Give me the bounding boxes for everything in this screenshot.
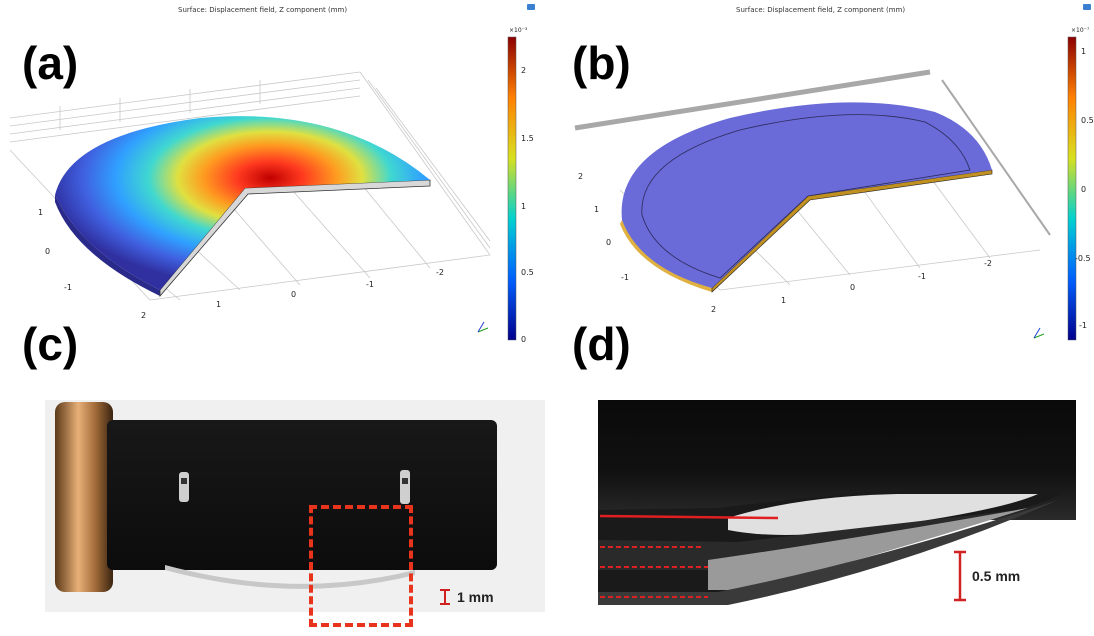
panel-a-label: (a) xyxy=(22,37,79,89)
panel-b-plot xyxy=(574,36,1077,341)
panel-b-x-tick: 2 xyxy=(711,305,717,314)
panel-d-reference-lines xyxy=(599,514,779,598)
panel-b-cb-tick: 0 xyxy=(1081,185,1087,194)
settings-icon xyxy=(527,4,535,10)
panel-b-rod xyxy=(941,79,1051,236)
panel-c-scale-bar xyxy=(440,589,450,605)
panel-b-axis-triad xyxy=(1033,327,1045,339)
panel-a-x-tick: -1 xyxy=(366,280,374,289)
panel-c-photo xyxy=(45,400,545,612)
panel-c-highlight-box xyxy=(309,505,413,627)
panel-a-x-tick: 2 xyxy=(141,311,147,320)
panel-a-cb-tick: 2 xyxy=(521,66,527,75)
panel-a-title: Surface: Displacement field, Z component… xyxy=(178,6,348,14)
panel-a-y-tick: -1 xyxy=(64,283,72,292)
panel-b-y-tick: 1 xyxy=(594,205,600,214)
panel-a-cb-tick: 0.5 xyxy=(521,268,534,277)
panel-b-title: Surface: Displacement field, Z component… xyxy=(736,6,906,14)
panel-b-colorbar-exponent: ×10⁻⁷ xyxy=(1071,27,1090,34)
panel-b-rod xyxy=(574,69,931,131)
panel-b-label: (b) xyxy=(572,37,631,89)
panel-a-colorbar xyxy=(507,36,517,341)
panel-a-x-tick: 0 xyxy=(291,290,297,299)
panel-a-plot xyxy=(9,36,517,341)
panel-a-y-tick: 1 xyxy=(38,208,44,217)
panel-b-cb-tick: 0.5 xyxy=(1081,116,1094,125)
panel-c-label: (c) xyxy=(22,318,79,370)
panel-b-x-tick: -2 xyxy=(984,259,992,268)
panel-b-x-tick: 1 xyxy=(781,296,787,305)
settings-icon xyxy=(1083,4,1091,10)
panel-d-scale-label: 0.5 mm xyxy=(972,568,1021,584)
panel-a-y-tick: 0 xyxy=(45,247,51,256)
panel-b-cb-tick: -0.5 xyxy=(1075,254,1091,263)
panel-b-y-tick: 0 xyxy=(606,238,612,247)
panel-a-colorbar-exponent: ×10⁻³ xyxy=(509,27,528,34)
panel-b-x-tick: 0 xyxy=(850,283,856,292)
panel-b-cb-tick: -1 xyxy=(1079,321,1087,330)
panel-c-scale-label: 1 mm xyxy=(457,589,494,605)
panel-d-label: (d) xyxy=(572,318,631,370)
panel-a-cb-tick: 1.5 xyxy=(521,134,534,143)
panel-b-x-tick: -1 xyxy=(918,272,926,281)
panel-b-y-tick: 2 xyxy=(578,172,584,181)
panel-a-plate-edge xyxy=(55,195,160,296)
panel-b-surface xyxy=(621,102,992,288)
panel-b-cb-tick: 1 xyxy=(1081,47,1087,56)
panel-a-x-tick: -2 xyxy=(436,268,444,277)
panel-a-x-tick: 1 xyxy=(216,300,222,309)
panel-d-scale-bar xyxy=(954,550,966,602)
panel-b-colorbar xyxy=(1067,36,1077,341)
panel-a-cb-tick: 1 xyxy=(521,202,527,211)
panel-a-cb-tick: 0 xyxy=(521,335,527,344)
panel-b-y-tick: -1 xyxy=(621,273,629,282)
panel-b-inner-ring xyxy=(641,114,971,279)
panel-a-axis-triad xyxy=(477,321,489,333)
panel-a-surface xyxy=(55,116,430,290)
